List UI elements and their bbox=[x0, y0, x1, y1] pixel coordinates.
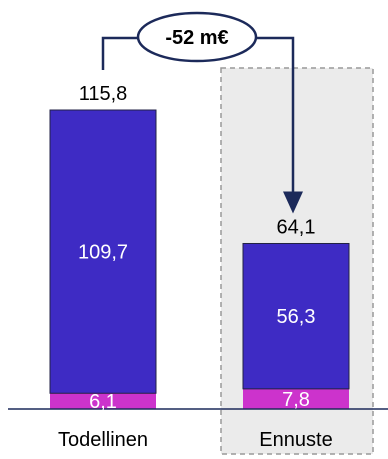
data-label-ennuste-top: 56,3 bbox=[277, 306, 316, 328]
bar-ennuste-segment-top bbox=[242, 242, 350, 390]
category-label-ennuste: Ennuste bbox=[259, 429, 332, 451]
category-label-todellinen: Todellinen bbox=[58, 429, 148, 451]
arrow-head-icon bbox=[283, 191, 303, 214]
data-label-ennuste-bottom: 7,8 bbox=[282, 389, 310, 411]
total-label-todellinen: 115,8 bbox=[79, 83, 128, 105]
bar-todellinen-segment-top bbox=[49, 109, 157, 394]
bar-ennuste-segment-bottom bbox=[243, 388, 349, 409]
difference-label: -52 m€ bbox=[165, 27, 228, 49]
data-label-todellinen-bottom: 6,1 bbox=[89, 391, 117, 413]
bar-todellinen-segment-bottom bbox=[50, 393, 156, 409]
total-label-ennuste: 64,1 bbox=[277, 216, 316, 238]
difference-callout bbox=[136, 11, 258, 63]
data-label-todellinen-top: 109,7 bbox=[78, 242, 128, 264]
